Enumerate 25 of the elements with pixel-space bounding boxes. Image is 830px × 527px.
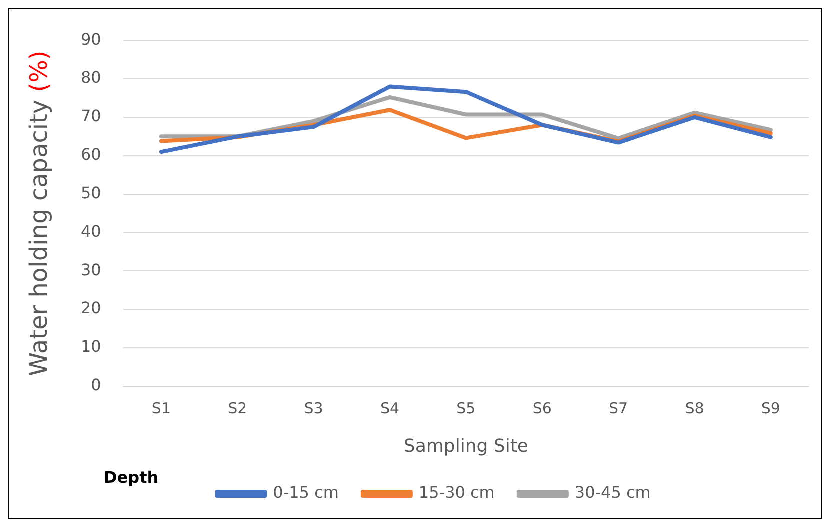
legend-label: 0-15 cm <box>273 483 339 502</box>
y-tick-label: 0 <box>91 376 102 395</box>
x-tick-label: S6 <box>532 399 552 418</box>
y-axis-title: Water holding capacity (%) <box>25 50 54 376</box>
x-tick-label: S2 <box>228 399 248 418</box>
legend-title: Depth <box>104 468 159 488</box>
x-axis-title: Sampling Site <box>404 436 528 457</box>
y-tick-label: 40 <box>81 222 102 241</box>
y-tick-label: 70 <box>81 106 102 126</box>
y-tick-label: 90 <box>81 30 102 49</box>
x-tick-label: S7 <box>609 399 628 418</box>
y-tick-label: 20 <box>81 298 102 318</box>
x-tick-label: S5 <box>456 399 476 418</box>
x-tick-label: S8 <box>685 399 704 418</box>
legend-label: 30-45 cm <box>574 483 651 502</box>
legend-label: 15-30 cm <box>418 483 495 502</box>
x-tick-label: S1 <box>152 399 171 418</box>
x-tick-label: S4 <box>380 399 400 418</box>
y-tick-label: 10 <box>81 337 102 356</box>
x-tick-label: S9 <box>761 399 780 418</box>
y-tick-label: 50 <box>81 183 102 202</box>
y-tick-label: 60 <box>81 145 102 164</box>
y-tick-label: 80 <box>81 68 102 88</box>
x-tick-label: S3 <box>304 399 324 418</box>
y-tick-label: 30 <box>81 260 102 280</box>
